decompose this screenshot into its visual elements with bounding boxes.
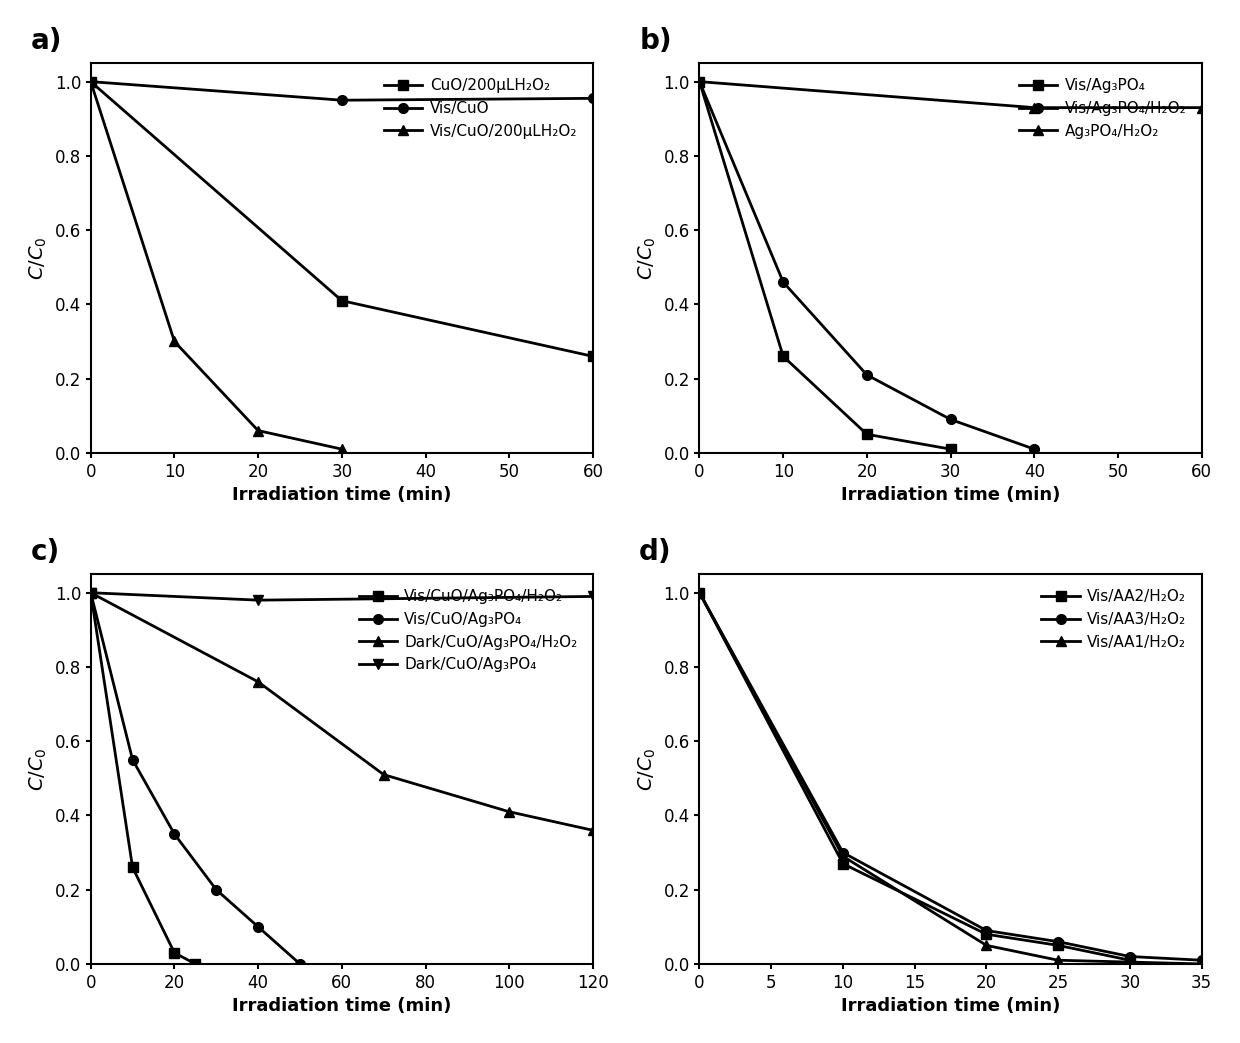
Vis/Ag₃PO₄ [692, 75, 707, 88]
Vis/AA3/H₂O₂ [692, 586, 707, 599]
Vis/Ag₃PO₄/H₂O₂ [944, 413, 959, 426]
Vis/AA1/H₂O₂ [836, 850, 851, 863]
Vis/CuO/200μLH₂O₂ [335, 443, 350, 456]
Legend: CuO/200μLH₂O₂, Vis/CuO, Vis/CuO/200μLH₂O₂: CuO/200μLH₂O₂, Vis/CuO, Vis/CuO/200μLH₂O… [377, 71, 585, 146]
Line: Vis/Ag₃PO₄/H₂O₂: Vis/Ag₃PO₄/H₂O₂ [694, 77, 1039, 454]
Vis/CuO/Ag₃PO₄ [293, 957, 308, 970]
Text: a): a) [31, 27, 62, 55]
Vis/AA3/H₂O₂ [836, 846, 851, 858]
Line: Vis/CuO/Ag₃PO₄: Vis/CuO/Ag₃PO₄ [86, 588, 305, 969]
Line: Vis/AA3/H₂O₂: Vis/AA3/H₂O₂ [694, 588, 1207, 965]
Vis/AA2/H₂O₂ [1050, 939, 1065, 951]
Ag₃PO₄/H₂O₂ [1027, 101, 1042, 114]
Line: Vis/CuO/200μLH₂O₂: Vis/CuO/200μLH₂O₂ [86, 77, 347, 454]
Vis/CuO/200μLH₂O₂ [167, 335, 182, 347]
Vis/Ag₃PO₄/H₂O₂ [692, 75, 707, 88]
CuO/200μLH₂O₂ [83, 75, 98, 88]
Vis/CuO/Ag₃PO₄/H₂O₂ [188, 957, 203, 970]
X-axis label: Irradiation time (min): Irradiation time (min) [841, 997, 1060, 1015]
Vis/CuO/Ag₃PO₄ [125, 753, 140, 766]
Dark/CuO/Ag₃PO₄/H₂O₂ [502, 805, 517, 818]
Vis/AA1/H₂O₂ [1050, 954, 1065, 967]
Vis/CuO/Ag₃PO₄/H₂O₂ [83, 586, 98, 599]
Vis/Ag₃PO₄/H₂O₂ [776, 275, 791, 288]
Line: Vis/Ag₃PO₄: Vis/Ag₃PO₄ [694, 77, 956, 454]
Y-axis label: $\mathit{C/C_0}$: $\mathit{C/C_0}$ [27, 747, 50, 791]
Vis/CuO [585, 92, 600, 104]
Vis/AA3/H₂O₂ [1122, 950, 1137, 963]
Vis/Ag₃PO₄ [859, 428, 874, 440]
Vis/AA1/H₂O₂ [692, 586, 707, 599]
Vis/CuO/Ag₃PO₄ [250, 921, 265, 933]
Text: c): c) [31, 538, 60, 566]
Vis/Ag₃PO₄ [776, 350, 791, 363]
Dark/CuO/Ag₃PO₄/H₂O₂ [83, 586, 98, 599]
Ag₃PO₄/H₂O₂ [1194, 101, 1209, 114]
Dark/CuO/Ag₃PO₄/H₂O₂ [585, 824, 600, 836]
Vis/CuO/Ag₃PO₄ [83, 586, 98, 599]
Dark/CuO/Ag₃PO₄ [250, 593, 265, 606]
Vis/AA2/H₂O₂ [980, 928, 994, 941]
Vis/Ag₃PO₄/H₂O₂ [1027, 443, 1042, 456]
Line: Dark/CuO/Ag₃PO₄/H₂O₂: Dark/CuO/Ag₃PO₄/H₂O₂ [86, 588, 598, 835]
X-axis label: Irradiation time (min): Irradiation time (min) [232, 997, 451, 1015]
Line: Ag₃PO₄/H₂O₂: Ag₃PO₄/H₂O₂ [694, 77, 1207, 113]
Line: Vis/CuO/Ag₃PO₄/H₂O₂: Vis/CuO/Ag₃PO₄/H₂O₂ [86, 588, 200, 969]
Line: Vis/AA2/H₂O₂: Vis/AA2/H₂O₂ [694, 588, 1135, 965]
X-axis label: Irradiation time (min): Irradiation time (min) [841, 486, 1060, 504]
Vis/AA1/H₂O₂ [1122, 955, 1137, 968]
Vis/AA2/H₂O₂ [836, 857, 851, 870]
Vis/CuO/Ag₃PO₄/H₂O₂ [167, 947, 182, 960]
Line: Vis/CuO: Vis/CuO [86, 77, 598, 105]
Vis/CuO/Ag₃PO₄ [167, 828, 182, 841]
Vis/AA2/H₂O₂ [1122, 954, 1137, 967]
Line: Dark/CuO/Ag₃PO₄: Dark/CuO/Ag₃PO₄ [86, 588, 598, 605]
Vis/CuO/200μLH₂O₂ [250, 425, 265, 437]
Vis/AA3/H₂O₂ [980, 924, 994, 937]
Y-axis label: $\mathit{C/C_0}$: $\mathit{C/C_0}$ [27, 236, 50, 280]
Vis/AA1/H₂O₂ [1194, 957, 1209, 970]
Ag₃PO₄/H₂O₂ [692, 75, 707, 88]
Text: d): d) [640, 538, 672, 566]
Legend: Vis/Ag₃PO₄, Vis/Ag₃PO₄/H₂O₂, Ag₃PO₄/H₂O₂: Vis/Ag₃PO₄, Vis/Ag₃PO₄/H₂O₂, Ag₃PO₄/H₂O₂ [1011, 71, 1194, 146]
Vis/CuO/Ag₃PO₄/H₂O₂ [125, 862, 140, 874]
Vis/AA2/H₂O₂ [692, 586, 707, 599]
Text: b): b) [640, 27, 672, 55]
Vis/CuO [83, 75, 98, 88]
Line: CuO/200μLH₂O₂: CuO/200μLH₂O₂ [86, 77, 598, 361]
Legend: Vis/CuO/Ag₃PO₄/H₂O₂, Vis/CuO/Ag₃PO₄, Dark/CuO/Ag₃PO₄/H₂O₂, Dark/CuO/Ag₃PO₄: Vis/CuO/Ag₃PO₄/H₂O₂, Vis/CuO/Ag₃PO₄, Dar… [351, 582, 585, 680]
Dark/CuO/Ag₃PO₄/H₂O₂ [250, 676, 265, 688]
Line: Vis/AA1/H₂O₂: Vis/AA1/H₂O₂ [694, 588, 1207, 969]
X-axis label: Irradiation time (min): Irradiation time (min) [232, 486, 451, 504]
Vis/AA3/H₂O₂ [1194, 954, 1209, 967]
Vis/Ag₃PO₄/H₂O₂ [859, 368, 874, 381]
Dark/CuO/Ag₃PO₄/H₂O₂ [376, 769, 391, 781]
Vis/CuO/200μLH₂O₂ [83, 75, 98, 88]
Vis/CuO [335, 94, 350, 106]
Vis/Ag₃PO₄ [944, 443, 959, 456]
Vis/CuO/Ag₃PO₄ [208, 883, 223, 896]
CuO/200μLH₂O₂ [585, 350, 600, 363]
Vis/AA1/H₂O₂ [980, 939, 994, 951]
Y-axis label: $\mathit{C/C_0}$: $\mathit{C/C_0}$ [636, 747, 658, 791]
Dark/CuO/Ag₃PO₄ [585, 590, 600, 603]
Y-axis label: $\mathit{C/C_0}$: $\mathit{C/C_0}$ [636, 236, 658, 280]
Dark/CuO/Ag₃PO₄ [83, 586, 98, 599]
CuO/200μLH₂O₂ [335, 294, 350, 307]
Vis/AA3/H₂O₂ [1050, 936, 1065, 948]
Legend: Vis/AA2/H₂O₂, Vis/AA3/H₂O₂, Vis/AA1/H₂O₂: Vis/AA2/H₂O₂, Vis/AA3/H₂O₂, Vis/AA1/H₂O₂ [1034, 582, 1194, 657]
